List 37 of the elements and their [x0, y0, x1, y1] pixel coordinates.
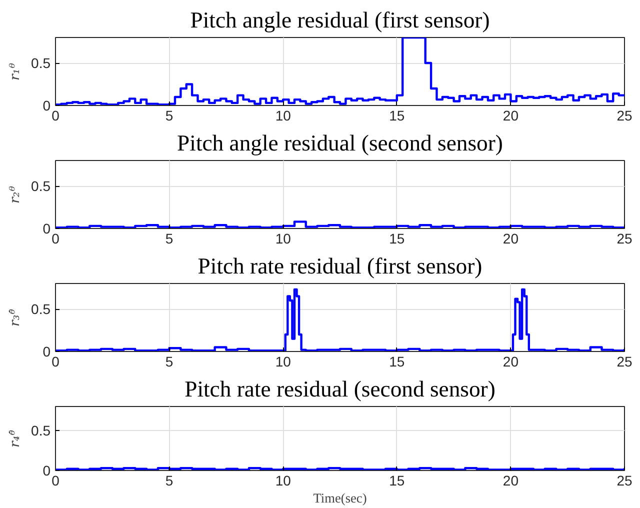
x-tick-label: 15	[389, 108, 405, 124]
x-tick-label: 10	[275, 354, 292, 370]
x-tick-label: 15	[389, 354, 405, 370]
x-tick-label: 15	[389, 472, 405, 488]
x-tick-label: 25	[616, 108, 632, 124]
x-tick-label: 5	[165, 354, 174, 370]
y-tick-label: 0	[42, 98, 51, 114]
chart-title: Pitch rate residual (second sensor)	[184, 376, 496, 402]
x-tick-label: 20	[502, 230, 519, 246]
y-tick-label: 0.5	[31, 422, 51, 438]
x-tick-label: 5	[165, 230, 174, 246]
x-tick-label: 25	[616, 354, 632, 370]
y-axis-title: r₄ᶿ̇	[8, 429, 24, 448]
x-tick-label: 10	[275, 472, 292, 488]
x-tick-label: 5	[165, 472, 174, 488]
x-tick-label: 10	[275, 230, 292, 246]
x-tick-label: 5	[165, 108, 174, 124]
chart-title: Pitch rate residual (first sensor)	[198, 254, 482, 278]
x-tick-label: 20	[502, 354, 519, 370]
chart-title: Pitch angle residual (second sensor)	[177, 130, 503, 156]
x-tick-label: 15	[389, 230, 405, 246]
y-tick-label: 0.5	[31, 55, 51, 71]
y-tick-label: 0.5	[31, 301, 51, 317]
x-tick-label: 20	[502, 472, 519, 488]
chart-title: Pitch angle residual (first sensor)	[190, 8, 490, 32]
y-axis-title: r₃ᶿ̇	[8, 308, 24, 327]
y-axis-title: r₂ᶿ	[8, 185, 24, 204]
x-tick-label: 25	[616, 472, 632, 488]
y-axis-title: r₁ᶿ	[8, 62, 24, 81]
y-tick-label: 0	[42, 344, 51, 360]
x-tick-label: 10	[275, 108, 292, 124]
x-tick-label: 20	[502, 108, 519, 124]
y-tick-label: 0.5	[31, 178, 51, 194]
x-axis-title: Time(sec)	[313, 490, 367, 506]
x-tick-label: 25	[616, 230, 632, 246]
y-tick-label: 0	[42, 462, 51, 478]
y-tick-label: 0	[42, 220, 51, 236]
